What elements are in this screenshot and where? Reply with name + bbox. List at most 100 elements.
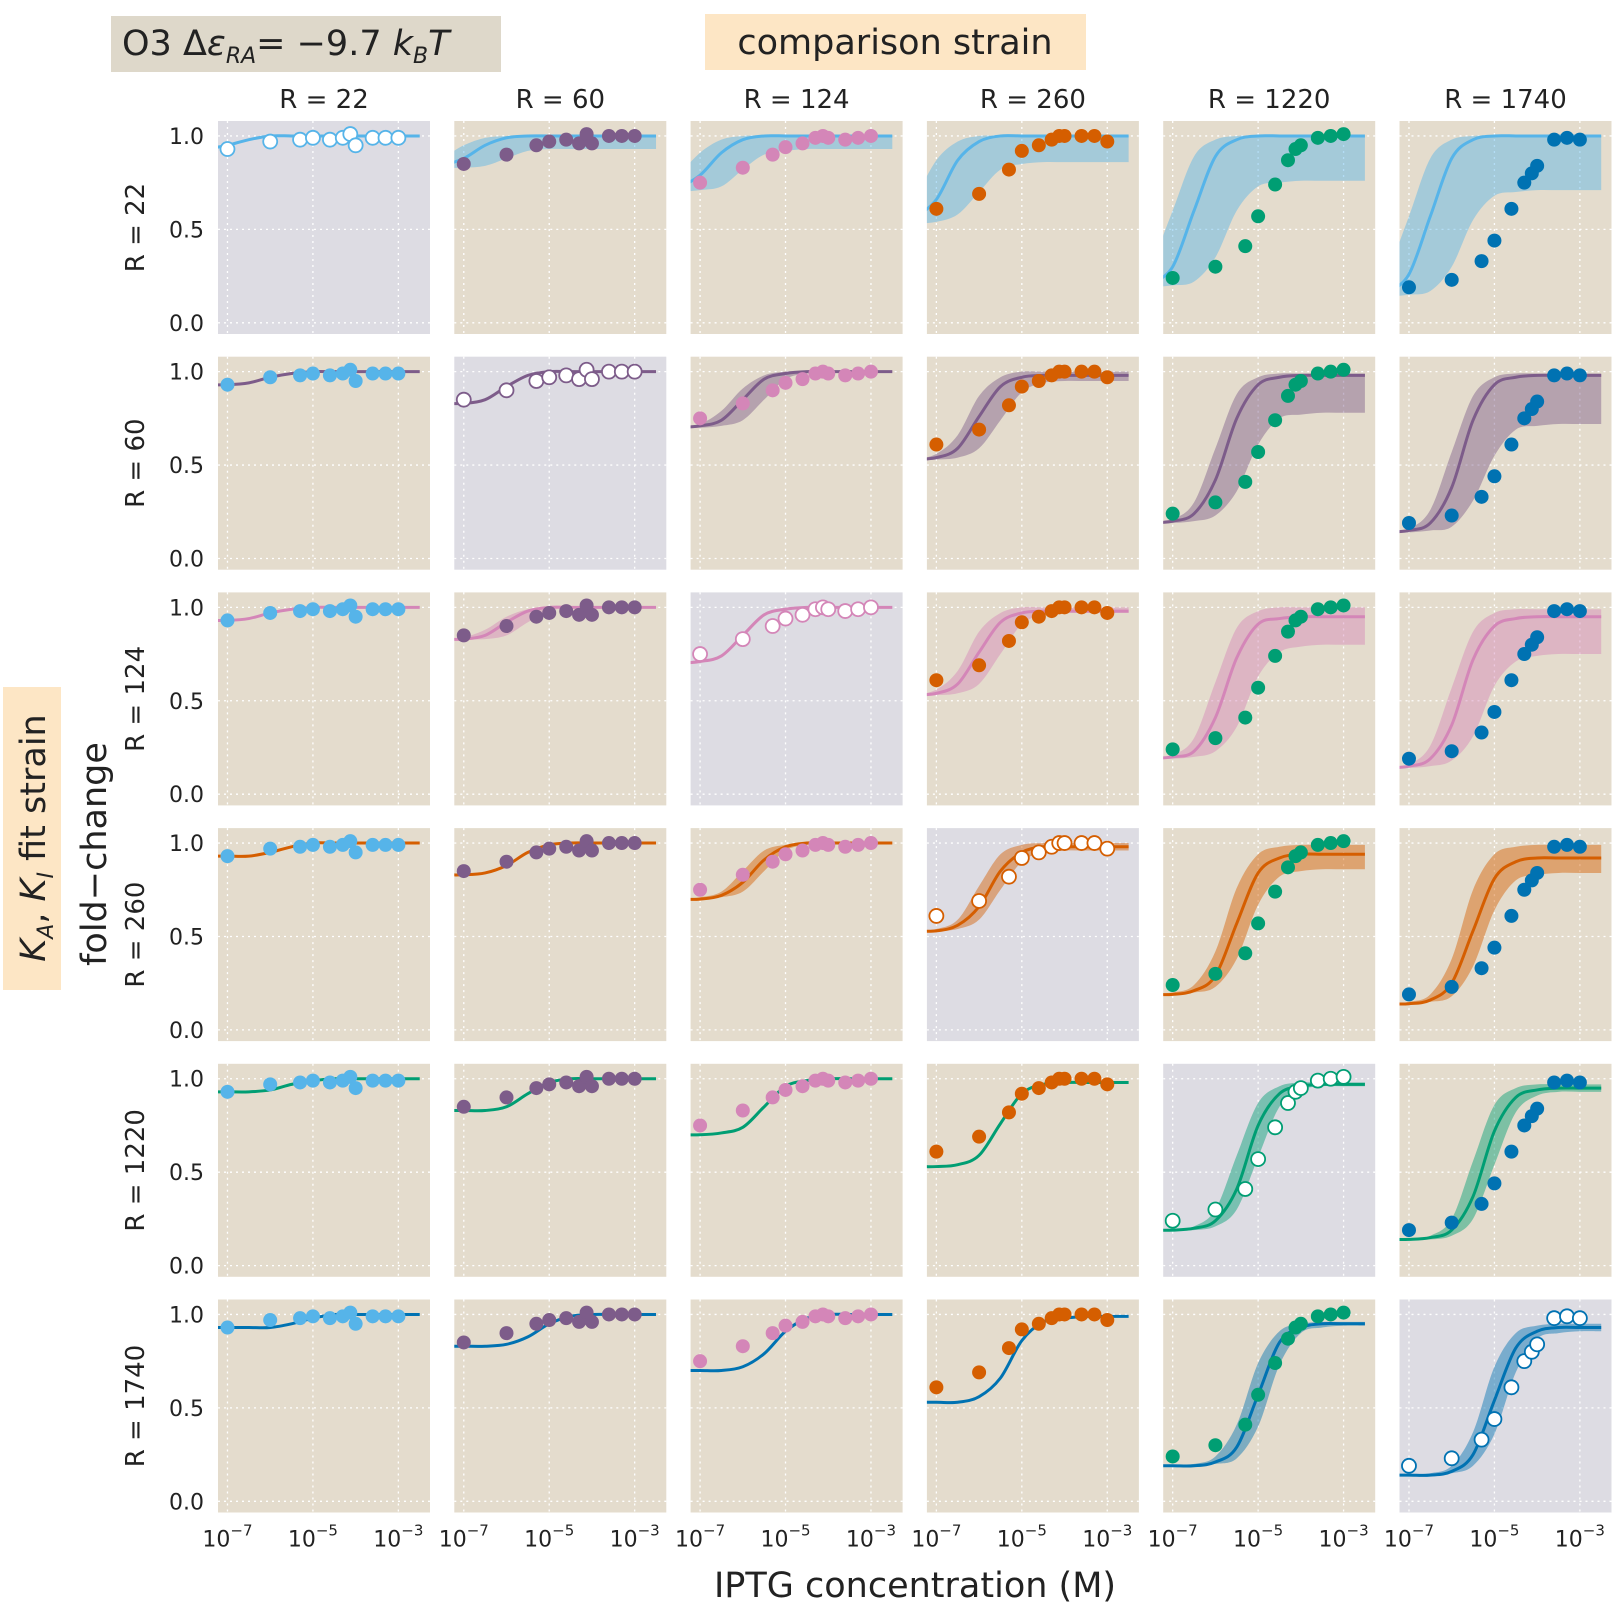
data-point [1056, 835, 1073, 851]
data-point [1073, 835, 1090, 851]
data-point [365, 1073, 380, 1088]
data-point [305, 366, 320, 381]
data-point [821, 366, 836, 381]
data-point [1530, 630, 1545, 645]
panel [690, 356, 903, 570]
data-point [322, 1311, 337, 1326]
credible-band [1163, 135, 1365, 287]
data-point [1444, 508, 1459, 523]
row-label: R = 22 [121, 183, 151, 272]
data-point [263, 1077, 278, 1092]
data-point [1529, 1336, 1546, 1353]
data-point [1238, 710, 1253, 725]
panel-background [926, 592, 1139, 806]
data-point [1487, 469, 1502, 484]
data-point [322, 368, 337, 383]
data-point [1474, 254, 1489, 269]
x-tick-base: 10 [1555, 1528, 1583, 1553]
plot-area [454, 1069, 657, 1114]
column-label: R = 60 [516, 85, 605, 115]
x-tick-base: 10 [1148, 1528, 1176, 1553]
x-tick-base: 10 [439, 1528, 467, 1553]
data-point [1444, 744, 1459, 759]
panel [926, 1063, 1139, 1277]
panel: 0.00.51.010−7 10−5 10−3 [169, 1299, 430, 1553]
panel-background [218, 592, 430, 806]
x-tick-label: 10−5 [1233, 1522, 1283, 1553]
plot-area [690, 1307, 893, 1373]
x-tick-label: 10−3 [373, 1522, 423, 1553]
data-point [1310, 1309, 1325, 1324]
y-tick-label: 0.0 [169, 312, 204, 337]
data-point [1517, 882, 1532, 897]
data-point [293, 839, 308, 854]
panel: 10−7 10−5 10−3 [1384, 1299, 1612, 1553]
row-title-part: I [34, 872, 59, 879]
row-label: R = 1220 [121, 1109, 151, 1232]
data-point [529, 1081, 544, 1096]
data-point [1572, 1075, 1587, 1090]
plot-area [218, 598, 420, 628]
data-point [542, 134, 557, 149]
row-title-part: A [34, 924, 59, 941]
panel-background [926, 1299, 1139, 1513]
y-tick-label: 0.5 [169, 690, 204, 715]
panel [690, 121, 903, 334]
data-point [391, 366, 406, 381]
credible-band [454, 135, 657, 168]
data-point [220, 1320, 235, 1335]
column-label: R = 124 [744, 85, 850, 115]
data-point [1401, 1457, 1417, 1474]
data-point [220, 377, 235, 392]
data-point [1530, 394, 1545, 409]
data-point [293, 1075, 308, 1090]
panel [454, 828, 667, 1042]
panel [1163, 121, 1376, 334]
data-point [1280, 624, 1295, 639]
credible-band [926, 135, 1129, 224]
panel-background [926, 356, 1139, 570]
data-point [529, 1316, 544, 1331]
x-tick-label: 10−5 [288, 1522, 338, 1553]
data-point [614, 1307, 629, 1322]
data-point [1280, 153, 1295, 168]
data-point [1100, 370, 1115, 385]
data-point [1268, 413, 1283, 428]
panel [454, 121, 667, 334]
data-point [734, 631, 751, 648]
panel [690, 828, 903, 1042]
panel-background [1399, 592, 1612, 806]
plot-area [690, 599, 893, 665]
data-point [1335, 1068, 1352, 1085]
panel [690, 1063, 903, 1277]
data-point [821, 130, 836, 145]
title-part: T [428, 24, 452, 64]
data-point [322, 131, 338, 148]
panel [690, 592, 903, 806]
x-tick-label: 10−3 [610, 1522, 660, 1553]
data-point [1031, 138, 1046, 153]
data-point [572, 1079, 587, 1094]
data-point [220, 1084, 235, 1099]
data-point [1087, 600, 1102, 615]
data-point [456, 1335, 471, 1350]
data-point [1547, 839, 1562, 854]
data-point [305, 837, 320, 852]
column-label: R = 1740 [1444, 85, 1567, 115]
data-point [1268, 1356, 1283, 1371]
data-point [627, 128, 642, 143]
data-point [322, 839, 337, 854]
x-tick-label: 10−7 [1148, 1522, 1198, 1553]
data-point [794, 606, 811, 623]
data-point [972, 422, 987, 437]
data-point [1530, 1101, 1545, 1116]
data-point [820, 601, 837, 618]
data-point [693, 175, 708, 190]
y-axis-label: fold−change [75, 742, 115, 966]
data-point [795, 843, 810, 858]
panel-background [454, 1299, 667, 1513]
panel: 10−7 10−5 10−3 [439, 1299, 667, 1553]
x-tick-base: 10 [1384, 1528, 1412, 1553]
data-point [1057, 1307, 1072, 1322]
plot-area [454, 834, 657, 879]
